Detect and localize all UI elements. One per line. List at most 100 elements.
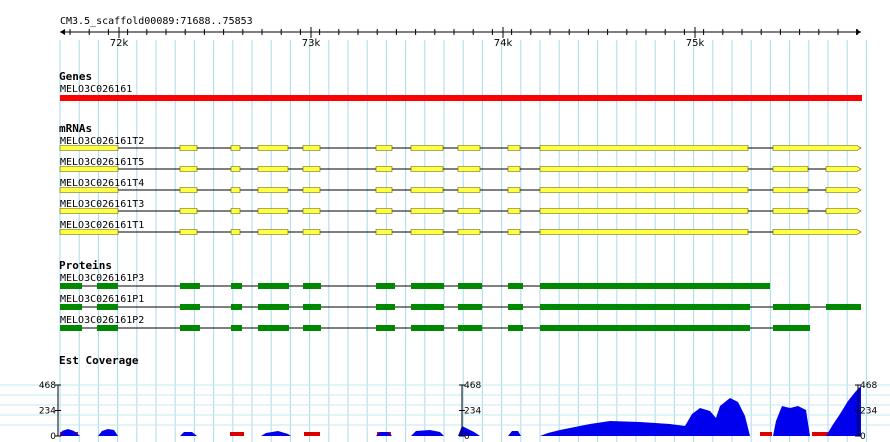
exon-block[interactable] [230,145,241,151]
exon-block[interactable] [230,187,241,193]
exon-block[interactable] [302,145,321,151]
coverage-track[interactable] [60,386,861,436]
coverage-peak[interactable] [540,398,750,436]
mrna-feature[interactable] [59,187,862,193]
exon-block[interactable] [375,166,393,172]
exon-block[interactable] [179,145,198,151]
protein-label-p2[interactable]: MELO3C026161P2 [60,315,144,326]
exon-block[interactable] [539,187,749,193]
exon-block[interactable] [410,229,444,235]
coverage-peak[interactable] [60,429,80,436]
exon-block[interactable] [59,208,119,214]
mrna-feature[interactable] [59,145,862,151]
protein-block[interactable] [458,304,482,310]
coverage-peak[interactable] [458,426,480,436]
protein-block[interactable] [376,304,395,310]
exon-block[interactable] [410,208,444,214]
protein-block[interactable] [97,283,118,289]
exon-block[interactable] [410,166,444,172]
protein-block[interactable] [773,304,810,310]
exon-block[interactable] [302,229,321,235]
protein-block[interactable] [540,325,750,331]
protein-feature[interactable] [60,325,810,331]
protein-feature[interactable] [60,283,770,289]
exon-block[interactable] [230,229,241,235]
coverage-peak[interactable] [508,431,521,436]
exon-block[interactable] [539,229,749,235]
protein-block[interactable] [258,304,289,310]
mrna-label-t4[interactable]: MELO3C026161T4 [60,178,144,189]
exon-block[interactable] [230,208,241,214]
mrna-feature[interactable] [59,208,862,214]
protein-block[interactable] [411,325,444,331]
protein-block[interactable] [97,304,118,310]
exon-block[interactable] [772,145,862,151]
mrna-label-t2[interactable]: MELO3C026161T2 [60,136,144,147]
exon-block[interactable] [59,145,119,151]
exon-block[interactable] [457,229,481,235]
protein-block[interactable] [180,304,200,310]
protein-label-p3[interactable]: MELO3C026161P3 [60,273,144,284]
protein-block[interactable] [231,304,242,310]
protein-block[interactable] [411,283,444,289]
protein-block[interactable] [303,325,321,331]
exon-block[interactable] [539,166,749,172]
exon-block[interactable] [179,166,198,172]
protein-block[interactable] [231,325,242,331]
exon-block[interactable] [302,187,321,193]
protein-block[interactable] [258,325,289,331]
coverage-peak[interactable] [826,386,861,436]
exon-block[interactable] [457,145,481,151]
exon-block[interactable] [507,229,521,235]
exon-block[interactable] [59,187,119,193]
gene-label[interactable]: MELO3C026161 [60,84,132,95]
exon-block[interactable] [179,187,198,193]
exon-block[interactable] [179,208,198,214]
protein-block[interactable] [508,325,523,331]
protein-block[interactable] [508,304,523,310]
mrna-feature[interactable] [59,166,862,172]
exon-block[interactable] [772,187,809,193]
exon-block[interactable] [230,166,241,172]
protein-block[interactable] [540,283,770,289]
protein-block[interactable] [458,283,482,289]
protein-block[interactable] [231,283,242,289]
exon-block[interactable] [507,145,521,151]
exon-block[interactable] [457,166,481,172]
exon-block[interactable] [457,208,481,214]
protein-block[interactable] [508,283,523,289]
protein-block[interactable] [303,304,321,310]
coverage-peak[interactable] [773,406,810,436]
exon-block[interactable] [375,187,393,193]
exon-block[interactable] [825,187,862,193]
exon-block[interactable] [302,208,321,214]
exon-block[interactable] [825,166,862,172]
coverage-peak[interactable] [376,432,392,436]
mrna-label-t5[interactable]: MELO3C026161T5 [60,157,144,168]
exon-block[interactable] [539,208,749,214]
exon-block[interactable] [825,208,862,214]
exon-block[interactable] [772,166,809,172]
exon-block[interactable] [59,166,119,172]
exon-block[interactable] [257,229,289,235]
protein-block[interactable] [60,283,82,289]
exon-block[interactable] [257,145,289,151]
exon-block[interactable] [539,145,749,151]
exon-block[interactable] [507,208,521,214]
coverage-peak[interactable] [411,430,444,436]
protein-block[interactable] [458,325,482,331]
exon-block[interactable] [507,166,521,172]
protein-block[interactable] [376,325,395,331]
coverage-peak[interactable] [180,432,197,436]
protein-block[interactable] [97,325,118,331]
protein-block[interactable] [540,304,750,310]
ruler-left-arrow[interactable] [60,29,65,35]
mrna-feature[interactable] [59,229,862,235]
protein-block[interactable] [258,283,289,289]
exon-block[interactable] [410,187,444,193]
protein-block[interactable] [826,304,861,310]
exon-block[interactable] [410,145,444,151]
protein-feature[interactable] [60,304,861,310]
genes-track[interactable] [60,95,862,101]
